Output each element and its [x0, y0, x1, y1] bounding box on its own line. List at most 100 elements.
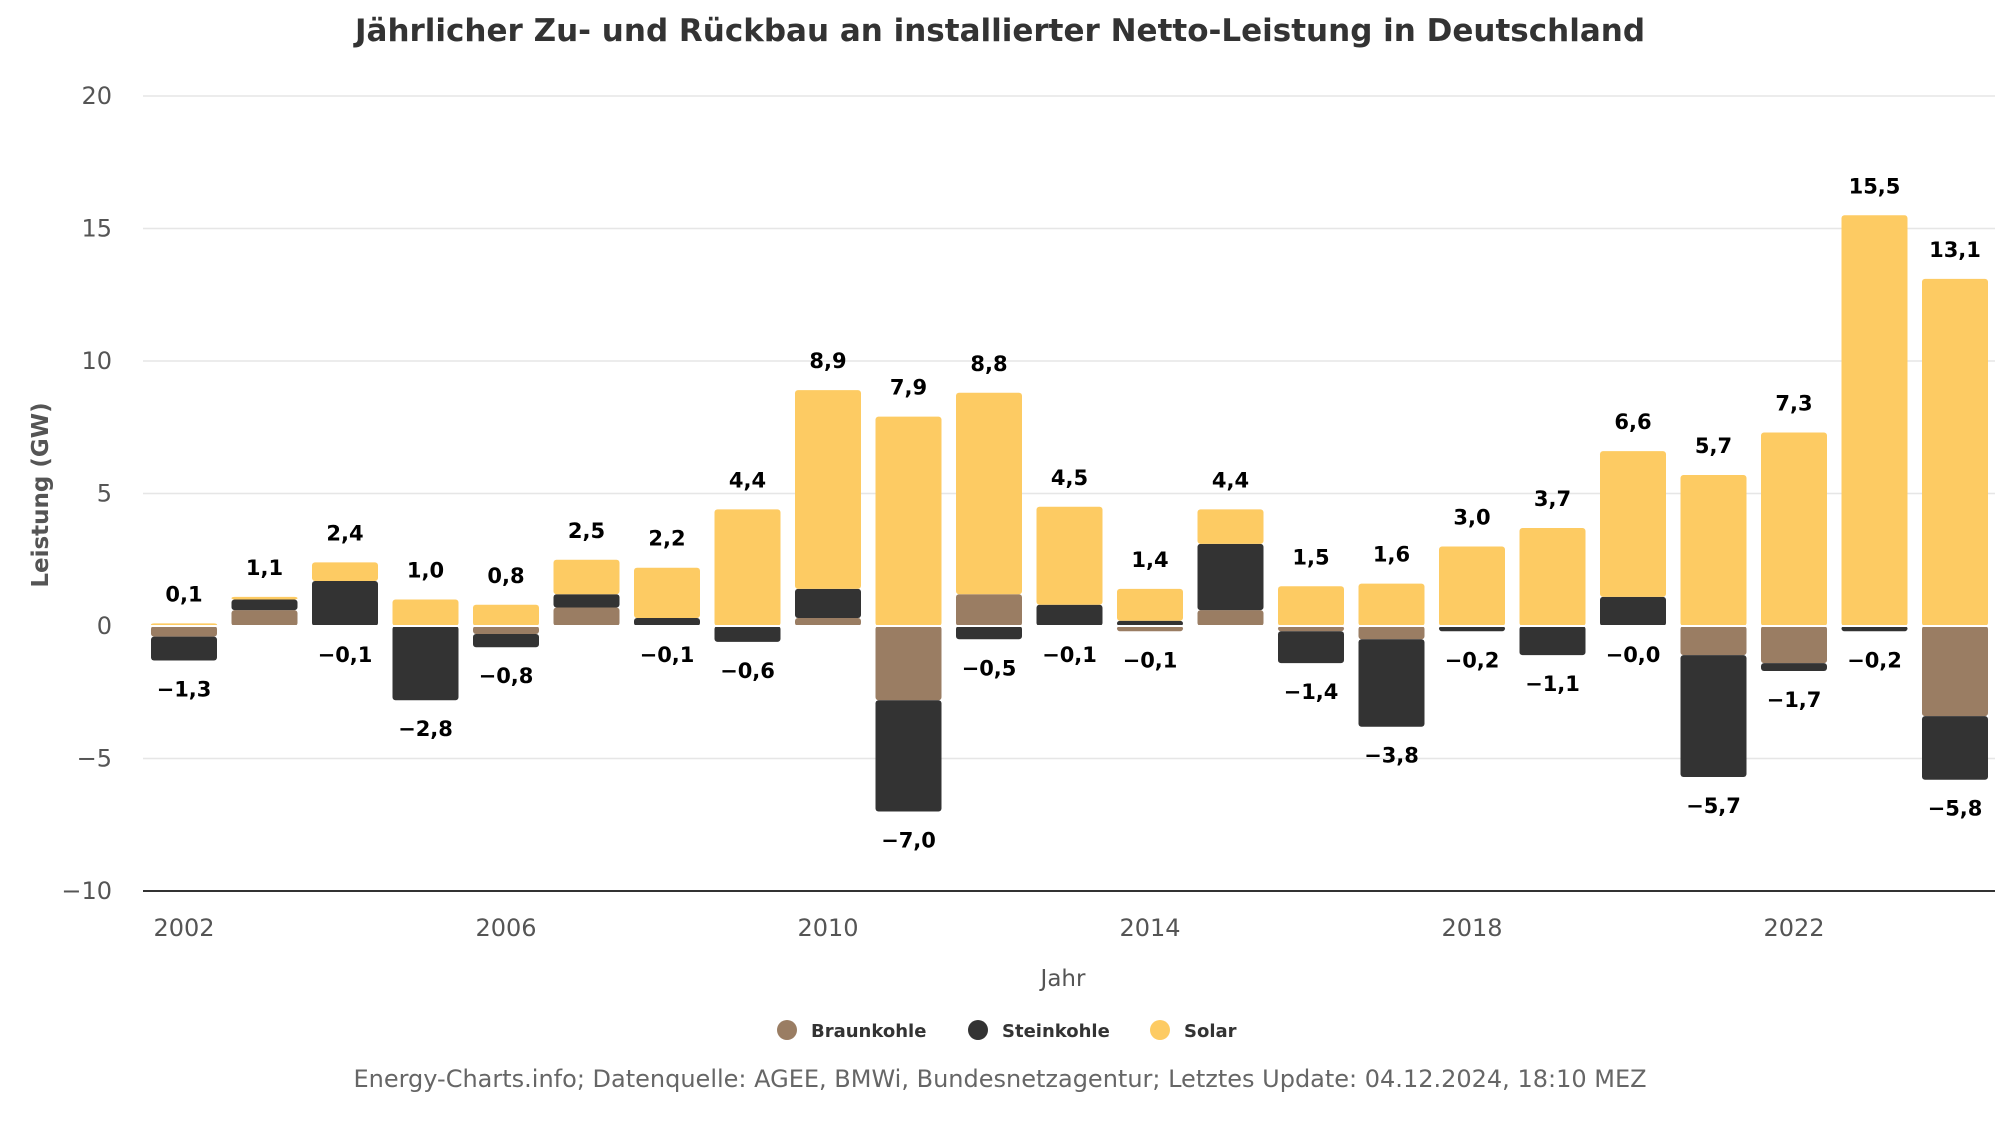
bar-solar-2021: [1680, 474, 1747, 626]
bar-braunkohle-2017: [1358, 626, 1425, 640]
legend-label-steinkohle: Steinkohle: [1002, 1021, 1110, 1042]
y-tick-label: 20: [81, 82, 112, 110]
y-tick-label: 0: [97, 612, 112, 640]
positive-total-label: 3,0: [1453, 506, 1490, 530]
bar-steinkohle-2004: [312, 580, 378, 626]
bar-solar-2003: [231, 596, 298, 600]
negative-total-label: −2,8: [398, 717, 453, 741]
negative-total-label: −0,0: [1606, 643, 1661, 667]
bar-steinkohle-2023: [1841, 626, 1908, 632]
legend-marker-solar: [1150, 1020, 1170, 1040]
positive-total-label: 15,5: [1849, 174, 1901, 198]
bar-braunkohle-2010: [795, 618, 861, 626]
y-axis-ticks: 20 15 10 5 0 −5 −10: [61, 82, 112, 905]
legend-label-braunkohle: Braunkohle: [811, 1021, 926, 1042]
negative-total-label: −1,3: [157, 677, 212, 701]
bar-solar-2023: [1841, 215, 1908, 626]
negative-total-label: −0,1: [1042, 643, 1097, 667]
bar-solar-2006: [473, 604, 539, 626]
positive-total-label: 2,4: [326, 521, 363, 545]
positive-total-label: 4,4: [729, 468, 766, 492]
x-tick-label: 2018: [1441, 914, 1502, 942]
source-credit: Energy-Charts.info; Datenquelle: AGEE, B…: [353, 1065, 1646, 1093]
bar-solar-2005: [392, 599, 459, 626]
bar-braunkohle-2021: [1680, 626, 1747, 656]
bar-solar-2019: [1519, 527, 1586, 626]
bar-steinkohle-2016: [1278, 631, 1344, 664]
y-tick-label: 5: [97, 480, 112, 508]
bar-steinkohle-2006: [473, 633, 539, 648]
negative-total-label: −0,1: [1123, 648, 1178, 672]
bar-solar-2009: [714, 509, 781, 626]
positive-total-label: 1,4: [1131, 548, 1168, 572]
bar-steinkohle-2003: [231, 599, 298, 611]
positive-total-label: 13,1: [1929, 238, 1981, 262]
bar-steinkohle-2015: [1197, 543, 1264, 611]
bar-steinkohle-2018: [1439, 626, 1505, 632]
y-tick-label: 15: [81, 215, 112, 243]
negative-total-label: −1,4: [1284, 680, 1339, 704]
bar-steinkohle-2008: [634, 618, 700, 626]
bar-steinkohle-2021: [1680, 655, 1747, 778]
negative-total-label: −7,0: [881, 829, 936, 853]
legend-marker-braunkohle: [777, 1020, 797, 1040]
positive-total-label: 2,2: [648, 527, 685, 551]
negative-total-label: −0,6: [720, 659, 775, 683]
negative-total-label: −0,1: [318, 643, 373, 667]
bar-steinkohle-2022: [1761, 663, 1827, 672]
bar-steinkohle-2007: [553, 594, 620, 608]
negative-total-label: −1,1: [1525, 672, 1580, 696]
x-tick-label: 2014: [1119, 914, 1180, 942]
bar-steinkohle-2014: [1117, 620, 1183, 626]
positive-total-label: 1,0: [407, 559, 444, 583]
positive-total-label: 6,6: [1614, 410, 1651, 434]
y-tick-label: −5: [77, 745, 112, 773]
bar-solar-2020: [1600, 451, 1666, 597]
bar-solar-2011: [875, 416, 942, 626]
x-axis-ticks: 2002 2006 2010 2014 2018 2022: [153, 914, 1824, 942]
negative-total-label: −1,7: [1767, 688, 1822, 712]
bar-braunkohle-2002: [151, 626, 217, 637]
x-tick-label: 2010: [797, 914, 858, 942]
positive-total-label: 8,9: [809, 349, 846, 373]
bar-solar-2010: [795, 390, 861, 589]
positive-total-label: 7,3: [1775, 392, 1812, 416]
bar-steinkohle-2019: [1519, 626, 1586, 656]
positive-total-label: 4,4: [1212, 468, 1249, 492]
bar-braunkohle-2003: [231, 610, 298, 626]
negative-total-label: −5,7: [1686, 794, 1741, 818]
bar-steinkohle-2012: [956, 626, 1022, 640]
bar-solar-2012: [956, 392, 1022, 595]
bar-solar-2008: [634, 567, 700, 619]
bar-steinkohle-2002: [151, 636, 217, 661]
data-labels: 0,1 −1,3 1,1 2,4 −0,1 1,0 −2,8 0,8 −0,8 2,5 2,2 −0,…: [157, 174, 1983, 852]
bars: [151, 215, 1988, 812]
positive-total-label: 1,1: [246, 556, 283, 580]
x-tick-label: 2006: [475, 914, 536, 942]
bar-solar-2018: [1439, 546, 1505, 626]
bar-solar-2014: [1117, 588, 1183, 621]
negative-total-label: −3,8: [1364, 744, 1419, 768]
x-tick-label: 2022: [1763, 914, 1824, 942]
bar-solar-2004: [312, 562, 378, 581]
positive-total-label: 2,5: [568, 519, 605, 543]
positive-total-label: 0,1: [165, 582, 202, 606]
positive-total-label: 5,7: [1695, 434, 1732, 458]
bar-steinkohle-2017: [1358, 639, 1425, 727]
negative-total-label: −0,5: [962, 656, 1017, 680]
positive-total-label: 0,8: [487, 564, 524, 588]
negative-total-label: −0,2: [1445, 648, 1500, 672]
negative-total-label: −0,1: [640, 643, 695, 667]
x-tick-label: 2002: [153, 914, 214, 942]
bar-braunkohle-2016: [1278, 626, 1344, 632]
positive-total-label: 7,9: [890, 376, 927, 400]
bar-steinkohle-2013: [1036, 604, 1103, 626]
bar-solar-2016: [1278, 586, 1344, 626]
negative-total-label: −0,8: [479, 664, 534, 688]
bar-solar-2024: [1922, 278, 1988, 626]
bar-solar-2015: [1197, 509, 1264, 544]
positive-total-label: 8,8: [970, 352, 1007, 376]
bar-steinkohle-2011: [875, 700, 942, 812]
bar-braunkohle-2007: [553, 607, 620, 626]
